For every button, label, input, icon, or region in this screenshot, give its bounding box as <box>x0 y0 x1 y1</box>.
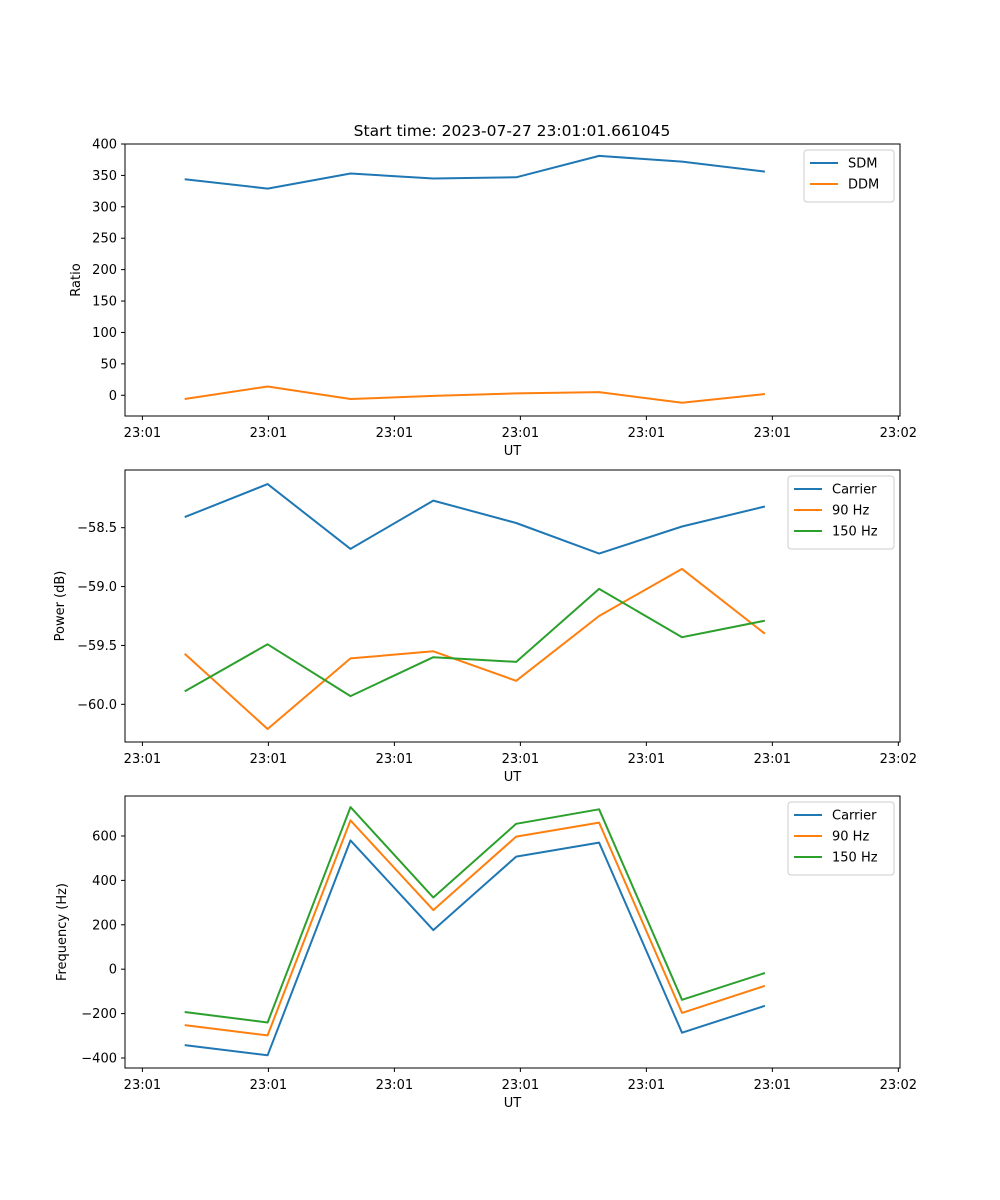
y-tick-label: 400 <box>92 874 117 889</box>
x-tick-label: 23:02 <box>880 1078 917 1093</box>
x-tick-label: 23:01 <box>124 752 161 767</box>
legend: Carrier 90 Hz 150 Hz <box>787 475 895 550</box>
x-tick-label: 23:01 <box>754 752 791 767</box>
x-axis-label: UT <box>504 1096 522 1111</box>
y-tick-label: 50 <box>100 357 117 372</box>
y-tick-label: 350 <box>92 169 117 184</box>
y-tick-label: −59.0 <box>77 580 117 595</box>
legend-label: DDM <box>848 178 879 193</box>
y-tick-label: 0 <box>109 963 117 978</box>
x-tick-label: 23:01 <box>376 752 413 767</box>
x-tick-label: 23:01 <box>628 1078 665 1093</box>
y-tick-label: 600 <box>92 829 117 844</box>
y-tick-label: −60.0 <box>77 698 117 713</box>
legend-label: Carrier <box>832 483 877 498</box>
x-tick-label: 23:02 <box>880 426 917 441</box>
legend: Carrier 90 Hz 150 Hz <box>787 801 895 876</box>
x-tick-label: 23:01 <box>628 426 665 441</box>
series-line-90-hz <box>184 819 766 1037</box>
y-tick-label: 0 <box>109 389 117 404</box>
x-tick-label: 23:01 <box>376 1078 413 1093</box>
legend-label: 150 Hz <box>832 525 878 540</box>
y-tick-label: 300 <box>92 200 117 215</box>
x-tick-label: 23:01 <box>250 1078 287 1093</box>
x-axis-label: UT <box>504 444 522 459</box>
y-tick-label: −59.5 <box>77 639 117 654</box>
y-tick-label: 200 <box>92 263 117 278</box>
series-line-carrier <box>184 839 766 1057</box>
x-tick-label: 23:02 <box>880 752 917 767</box>
x-tick-label: 23:01 <box>250 426 287 441</box>
plot-frame <box>124 469 901 743</box>
legend-label: 150 Hz <box>832 851 878 866</box>
legend-label: SDM <box>848 157 877 172</box>
y-tick-label: 250 <box>92 232 117 247</box>
x-tick-label: 23:01 <box>124 1078 161 1093</box>
y-axis-label: Frequency (Hz) <box>55 883 70 981</box>
y-tick-label: 100 <box>92 326 117 341</box>
series-line-ddm <box>184 385 766 404</box>
series-line-sdm <box>184 154 766 190</box>
x-tick-label: 23:01 <box>502 426 539 441</box>
x-tick-label: 23:01 <box>754 1078 791 1093</box>
legend-label: Carrier <box>832 809 877 824</box>
subplot-2: 23:01 23:01 23:01 23:01 23:01 23:01 23:02 −60.0… <box>53 469 917 785</box>
plot-frame <box>124 143 901 417</box>
x-tick-label: 23:01 <box>250 752 287 767</box>
series-line-carrier <box>184 483 766 555</box>
x-tick-label: 23:01 <box>124 426 161 441</box>
x-tick-label: 23:01 <box>502 752 539 767</box>
subplot-3: 23:01 23:01 23:01 23:01 23:01 23:01 23:02 −400 −… <box>55 795 917 1111</box>
x-tick-label: 23:01 <box>502 1078 539 1093</box>
panels: 23:01 23:01 23:01 23:01 23:01 23:01 23:02 0 50 10… <box>53 138 917 1112</box>
x-axis-label: UT <box>504 770 522 785</box>
series-line-150-hz <box>184 806 766 1024</box>
y-tick-label: 400 <box>92 138 117 153</box>
plot-frame <box>124 795 901 1069</box>
series-line-150-hz <box>184 587 766 698</box>
y-tick-label: −400 <box>81 1052 117 1067</box>
chart-title: Start time: 2023-07-27 23:01:01.661045 <box>354 122 671 140</box>
y-axis-label: Ratio <box>69 263 84 296</box>
x-tick-label: 23:01 <box>376 426 413 441</box>
legend-label: 90 Hz <box>832 504 869 519</box>
y-tick-label: 200 <box>92 918 117 933</box>
subplot-1: 23:01 23:01 23:01 23:01 23:01 23:01 23:02 0 50 10… <box>69 138 917 460</box>
x-tick-label: 23:01 <box>628 752 665 767</box>
y-tick-label: 150 <box>92 295 117 310</box>
series-line-90-hz <box>184 567 766 730</box>
y-tick-label: −200 <box>81 1007 117 1022</box>
legend-label: 90 Hz <box>832 830 869 845</box>
y-axis-label: Power (dB) <box>53 571 68 642</box>
legend: SDM DDM <box>803 149 895 203</box>
y-tick-label: −58.5 <box>77 521 117 536</box>
x-tick-label: 23:01 <box>754 426 791 441</box>
